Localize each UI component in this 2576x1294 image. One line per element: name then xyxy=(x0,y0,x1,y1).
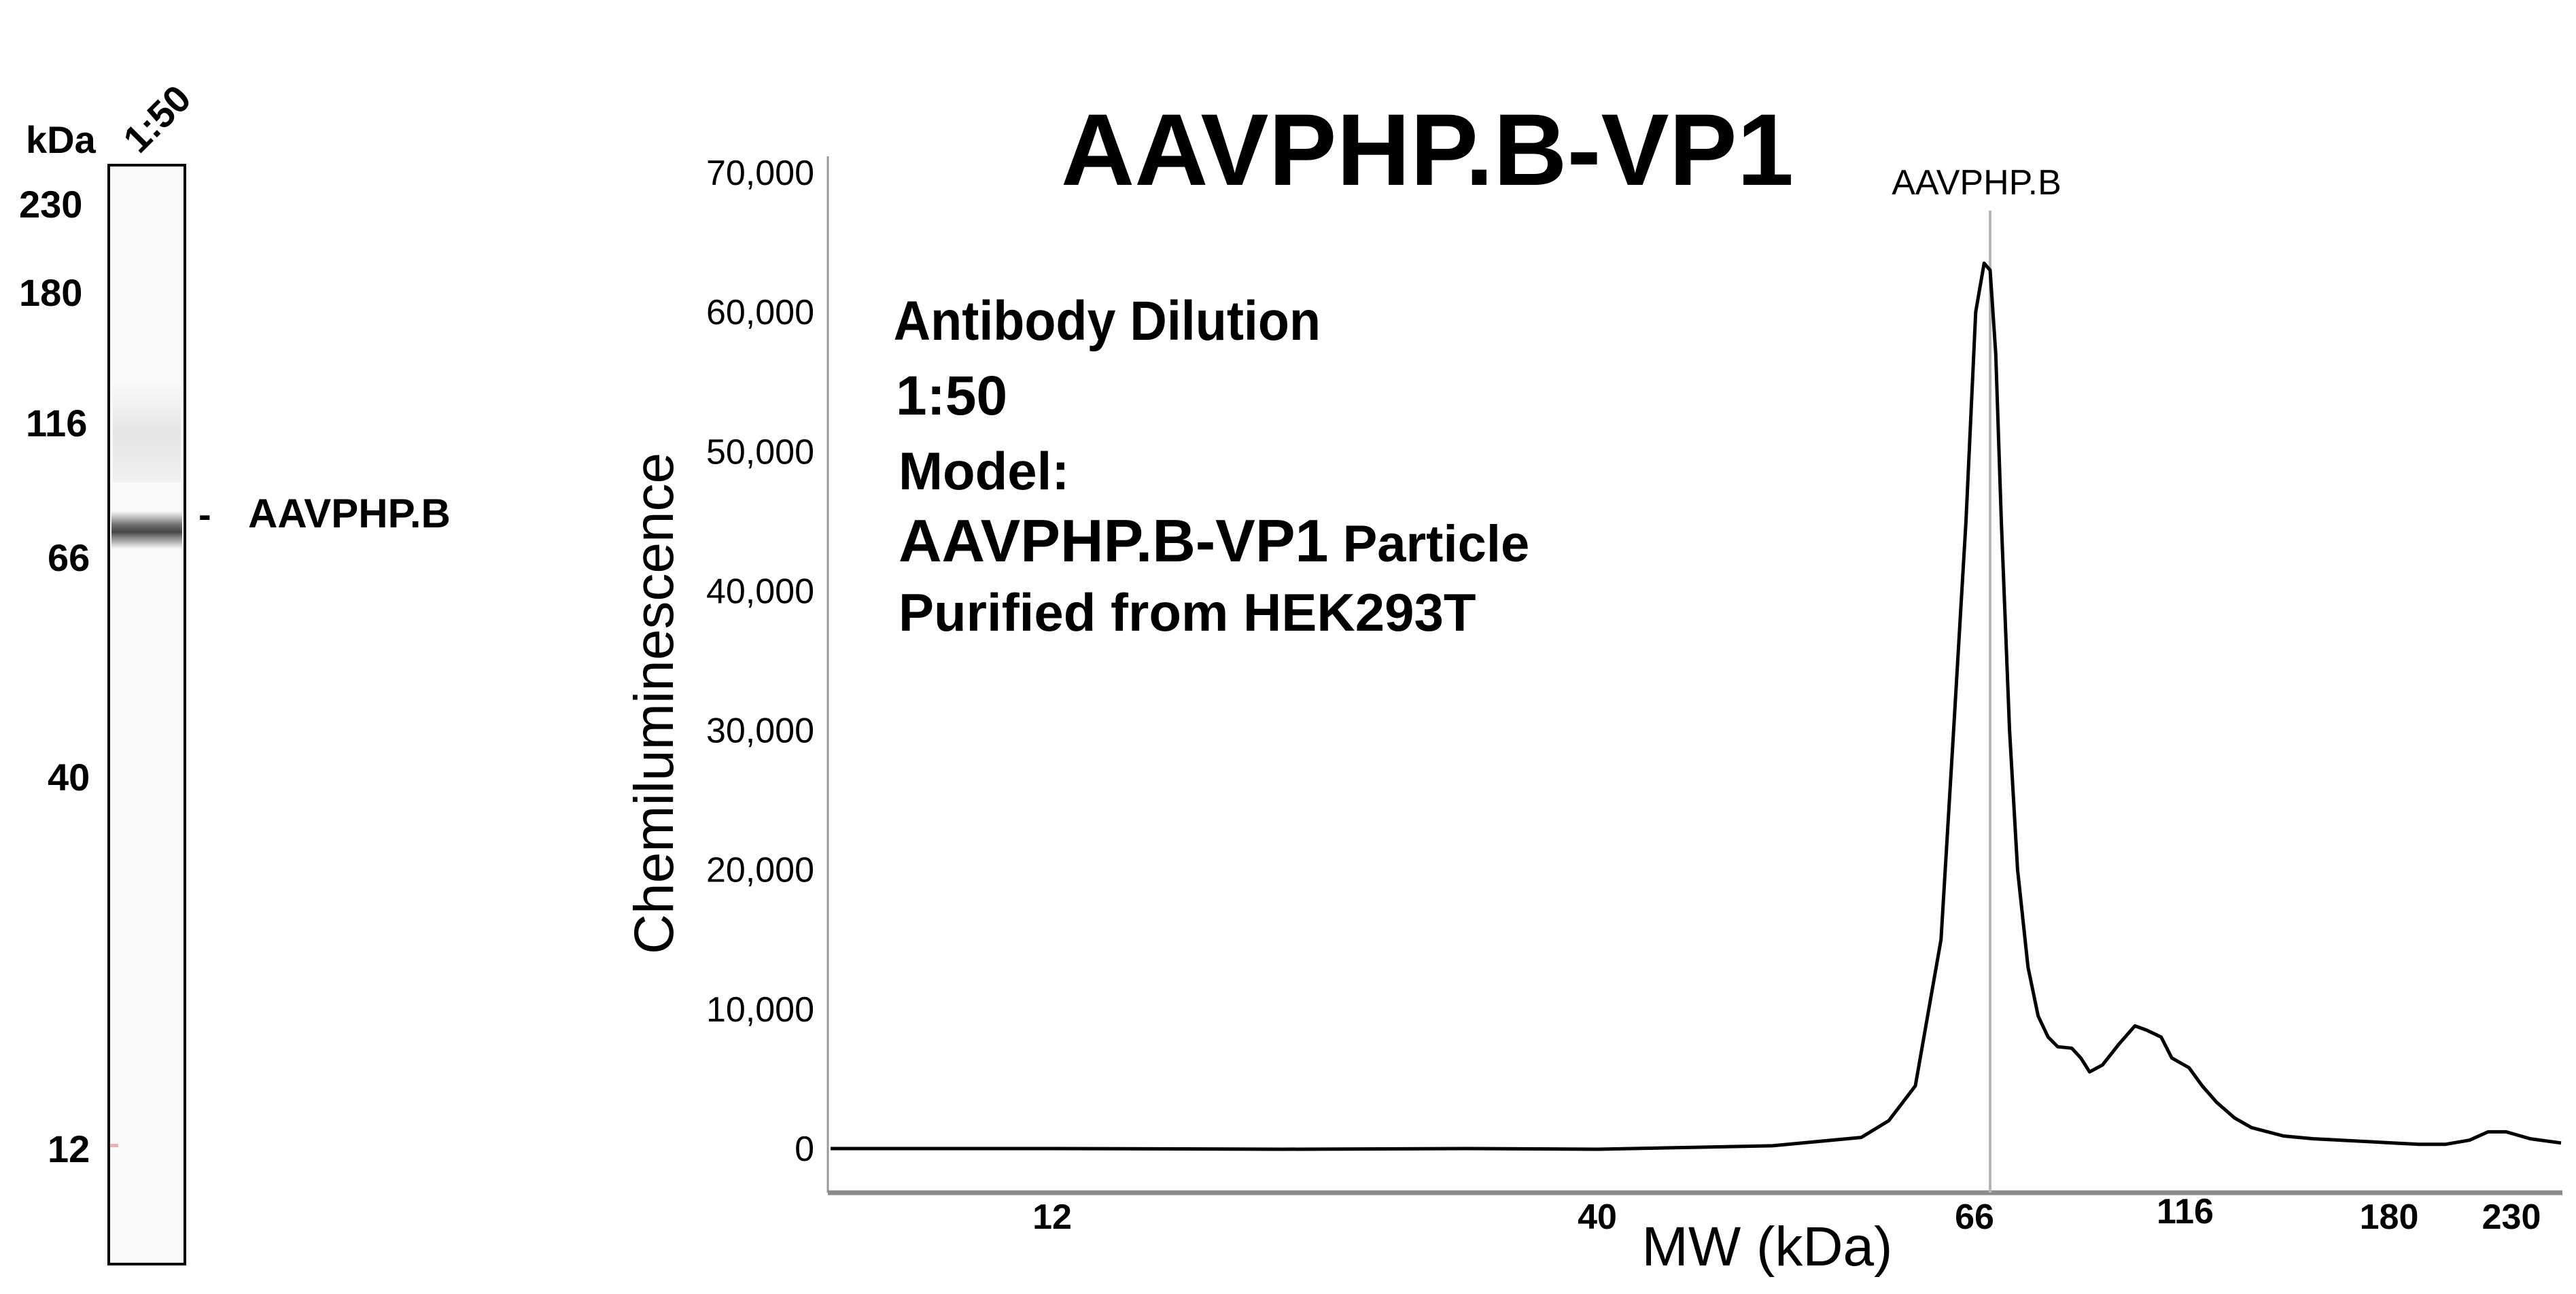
y-tick-label: 50,000 xyxy=(706,432,814,472)
marker-40: 40 xyxy=(48,756,90,799)
x-axis-label: MW (kDa) xyxy=(1642,1216,1893,1278)
x-tick-label: 66 xyxy=(1955,1197,1994,1237)
y-tick-label: 30,000 xyxy=(706,712,814,751)
gel-band xyxy=(111,511,182,549)
marker-116: 116 xyxy=(26,402,87,444)
marker-66: 66 xyxy=(48,536,90,579)
annotation-block: Antibody Dilution 1:50 Model: AAVPHP.B-V… xyxy=(894,290,1530,642)
chemiluminescence-trace xyxy=(831,261,2562,1151)
band-dash: - xyxy=(198,493,211,536)
marker-180: 180 xyxy=(19,271,82,314)
y-tick-label: 20,000 xyxy=(706,851,814,890)
y-tick-label: 70,000 xyxy=(706,154,814,193)
x-tick-label: 40 xyxy=(1578,1197,1617,1237)
y-tick-label: 10,000 xyxy=(706,990,814,1030)
chart-panel: AAVPHP.B-VP1 Antibody Dilution 1:50 Mode… xyxy=(623,92,2562,1278)
annotation-dilution-label: Antibody Dilution xyxy=(894,290,1321,352)
x-tick-label: 116 xyxy=(2157,1192,2214,1231)
gel-smear xyxy=(113,381,181,483)
y-tick-label: 60,000 xyxy=(706,293,814,332)
lane-label: 1:50 xyxy=(115,77,199,161)
y-axis-label: Chemiluminescence xyxy=(623,453,685,954)
x-tick-label: 180 xyxy=(2360,1197,2419,1237)
band-label: AAVPHP.B xyxy=(248,491,451,536)
gel-lane xyxy=(107,164,186,1265)
y-axis-ticks: 0 10,000 20,000 30,000 40,000 50,000 60,000 70,… xyxy=(706,154,814,1169)
chart-title: AAVPHP.B-VP1 xyxy=(1061,92,1794,207)
x-tick-label: 230 xyxy=(2482,1197,2541,1237)
marker-230: 230 xyxy=(19,183,82,226)
annotation-dilution-value: 1:50 xyxy=(896,365,1007,427)
kda-unit-label: kDa xyxy=(26,118,97,161)
annotation-model-name: AAVPHP.B-VP1 xyxy=(899,507,1329,574)
y-tick-label: 0 xyxy=(795,1130,814,1169)
annotation-model-line: AAVPHP.B-VP1 Particle xyxy=(899,507,1529,574)
x-tick-label: 12 xyxy=(1032,1197,1072,1237)
gel-ladder-mark xyxy=(110,1144,118,1147)
annotation-model-suffix: Particle xyxy=(1329,515,1530,573)
y-tick-label: 40,000 xyxy=(706,572,814,611)
gel-panel: kDa 1:50 230 180 116 66 40 12 - AAVPHP.B xyxy=(19,77,451,1265)
marker-12: 12 xyxy=(48,1127,90,1170)
annotation-source: Purified from HEK293T xyxy=(899,582,1476,642)
peak-marker-label: AAVPHP.B xyxy=(1892,163,2061,203)
annotation-model-label: Model: xyxy=(899,441,1069,501)
x-axis-ticks: 12 40 66 116 180 230 xyxy=(1032,1192,2541,1237)
